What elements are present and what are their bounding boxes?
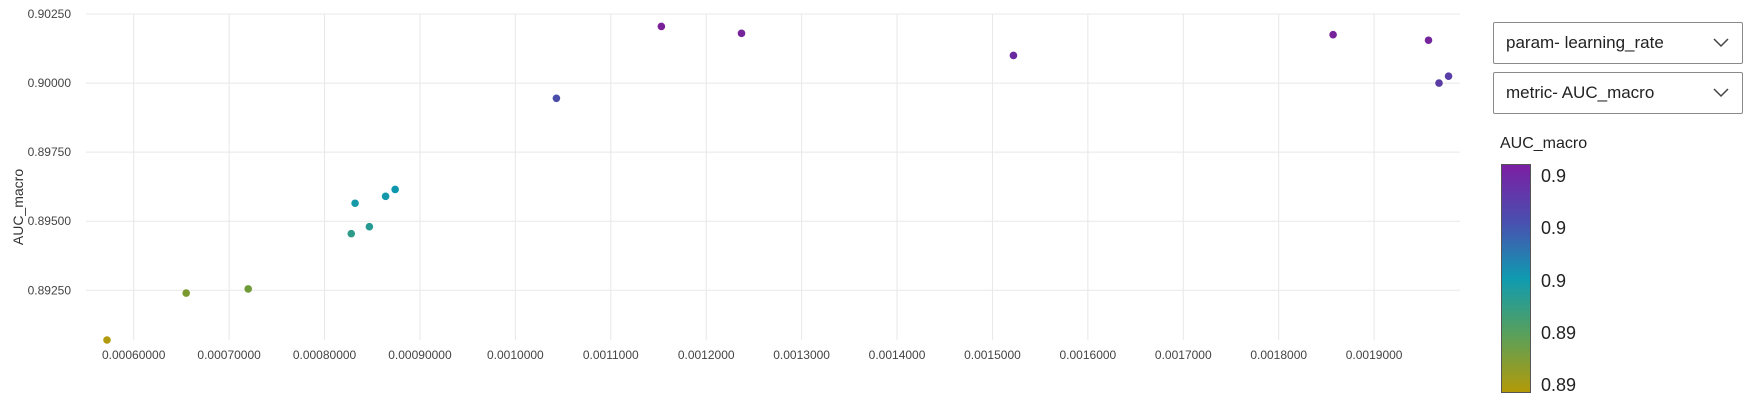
scatter-point[interactable] <box>351 199 359 208</box>
scatter-point[interactable] <box>737 29 746 38</box>
x-tick-label: 0.0016000 <box>1060 348 1117 362</box>
scatter-point[interactable] <box>182 289 190 297</box>
scatter-point[interactable] <box>1009 51 1018 60</box>
chevron-down-icon <box>1713 38 1729 48</box>
x-tick-label: 0.00060000 <box>102 348 166 362</box>
x-tick-label: 0.0013000 <box>773 348 830 362</box>
color-legend-title: AUC_macro <box>1500 135 1588 152</box>
legend-tick-label: 0.9 <box>1541 270 1567 291</box>
x-tick-label: 0.0014000 <box>869 348 926 362</box>
chevron-down-icon <box>1713 88 1729 98</box>
y-tick-label: 0.89500 <box>28 214 72 228</box>
x-tick-label: 0.0011000 <box>583 348 639 362</box>
legend-tick-label: 0.9 <box>1541 166 1567 186</box>
metric-select-value: metric- AUC_macro <box>1506 83 1655 102</box>
scatter-point[interactable] <box>1329 30 1337 39</box>
x-tick-label: 0.00090000 <box>388 348 452 362</box>
x-tick-label: 0.0019000 <box>1346 348 1403 362</box>
legend-tick-label: 0.89 <box>1541 322 1577 343</box>
scatter-point[interactable] <box>365 222 374 231</box>
legend-tick-label: 0.89 <box>1541 375 1577 395</box>
x-tick-label: 0.0010000 <box>487 348 544 362</box>
y-tick-label: 0.89250 <box>28 283 72 297</box>
param-select[interactable]: param- learning_rate <box>1493 22 1743 64</box>
x-tick-label: 0.00080000 <box>293 348 357 362</box>
color-legend-bar <box>1501 164 1531 393</box>
param-select-value: param- learning_rate <box>1506 33 1664 52</box>
y-axis-ticks: 0.90250 0.90000 0.89750 0.89500 0.89250 <box>28 7 72 297</box>
metric-select[interactable]: metric- AUC_macro <box>1493 72 1743 114</box>
scatter-point[interactable] <box>244 285 253 293</box>
scatter-point[interactable] <box>1435 79 1443 87</box>
y-tick-label: 0.90250 <box>28 7 72 21</box>
scatter-point[interactable] <box>381 192 390 201</box>
scatter-point[interactable] <box>1444 72 1453 80</box>
x-tick-label: 0.0018000 <box>1250 348 1307 362</box>
scatter-point[interactable] <box>552 94 561 103</box>
scatter-point[interactable] <box>1424 36 1433 45</box>
scatter-point[interactable] <box>347 229 356 238</box>
x-tick-label: 0.0017000 <box>1155 348 1212 362</box>
x-tick-label: 0.0015000 <box>964 348 1021 362</box>
scatter-point[interactable] <box>391 185 399 194</box>
x-axis-ticks: 0.00060000 0.00070000 0.00080000 0.00090000… <box>102 348 1403 362</box>
x-tick-label: 0.00070000 <box>197 348 261 362</box>
x-axis-label: learning_rate <box>733 414 815 417</box>
x-tick-label: 0.0012000 <box>678 348 735 362</box>
grid <box>86 13 1460 340</box>
legend-tick-label: 0.9 <box>1541 218 1567 239</box>
scatter-point[interactable] <box>103 336 111 344</box>
y-axis-label: AUC_macro <box>10 169 26 245</box>
y-tick-label: 0.90000 <box>28 76 72 90</box>
y-tick-label: 0.89750 <box>28 145 72 159</box>
data-points <box>103 22 1453 344</box>
scatter-point[interactable] <box>657 22 666 31</box>
